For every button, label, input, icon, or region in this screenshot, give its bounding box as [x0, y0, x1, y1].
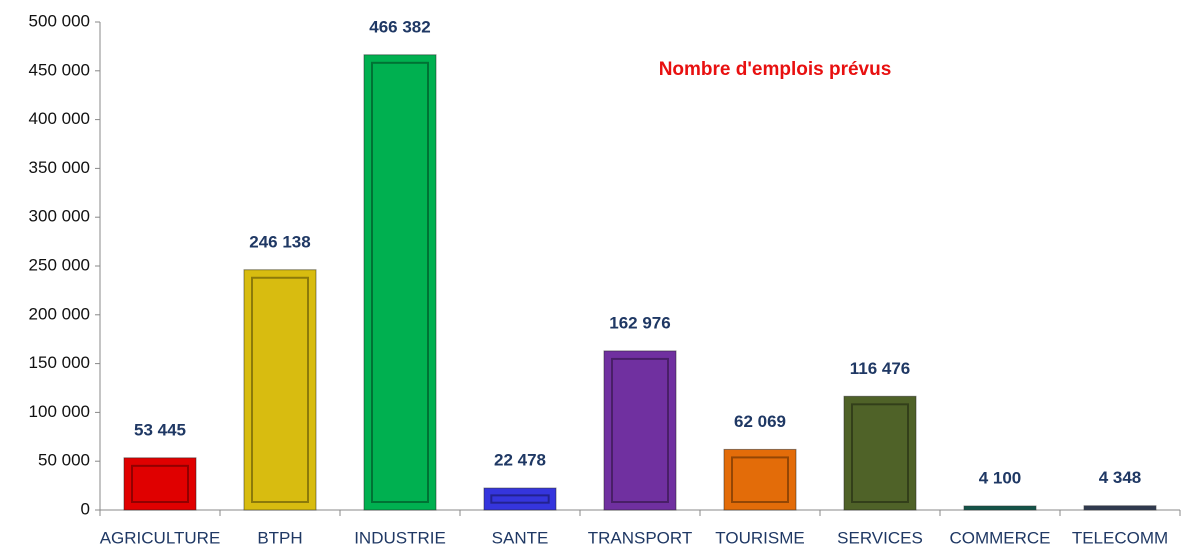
value-label: 62 069	[734, 412, 786, 431]
value-label: 116 476	[850, 359, 911, 378]
y-tick-label: 350 000	[29, 158, 90, 177]
value-label: 4 100	[979, 468, 1022, 487]
bar-bevel	[731, 456, 789, 503]
value-label: 466 382	[369, 17, 430, 36]
y-tick-label: 300 000	[29, 207, 90, 226]
bar-bevel	[851, 403, 909, 503]
y-tick-label: 200 000	[29, 304, 90, 323]
x-tick-label: SANTE	[492, 528, 549, 547]
x-tick-label: TOURISME	[715, 528, 804, 547]
y-tick-label: 100 000	[29, 402, 90, 421]
x-tick-label: TELECOMM	[1072, 528, 1168, 547]
x-tick-label: BTPH	[257, 528, 302, 547]
chart-title: Nombre d'emplois prévus	[659, 59, 892, 80]
value-label: 22 478	[494, 451, 546, 470]
value-label: 246 138	[249, 232, 310, 251]
bar-bevel	[490, 494, 550, 504]
bar-bevel	[371, 61, 429, 504]
bar-bevel	[251, 276, 309, 503]
y-tick-label: 500 000	[29, 11, 90, 30]
y-tick-label: 450 000	[29, 60, 90, 79]
bar-bevel	[964, 506, 1036, 510]
y-tick-label: 0	[81, 499, 90, 518]
x-tick-label: AGRICULTURE	[100, 528, 221, 547]
y-tick-label: 250 000	[29, 255, 90, 274]
value-label: 53 445	[134, 420, 186, 439]
x-tick-label: INDUSTRIE	[354, 528, 446, 547]
y-tick-label: 150 000	[29, 353, 90, 372]
y-tick-label: 400 000	[29, 109, 90, 128]
x-tick-label: TRANSPORT	[588, 528, 693, 547]
bar-bevel	[611, 357, 669, 503]
x-tick-label: SERVICES	[837, 528, 923, 547]
y-tick-label: 50 000	[38, 451, 90, 470]
value-label: 162 976	[609, 313, 670, 332]
value-label: 4 348	[1099, 468, 1142, 487]
bar-bevel	[1084, 506, 1156, 510]
bar-bevel	[131, 464, 189, 503]
x-tick-label: COMMERCE	[949, 528, 1050, 547]
